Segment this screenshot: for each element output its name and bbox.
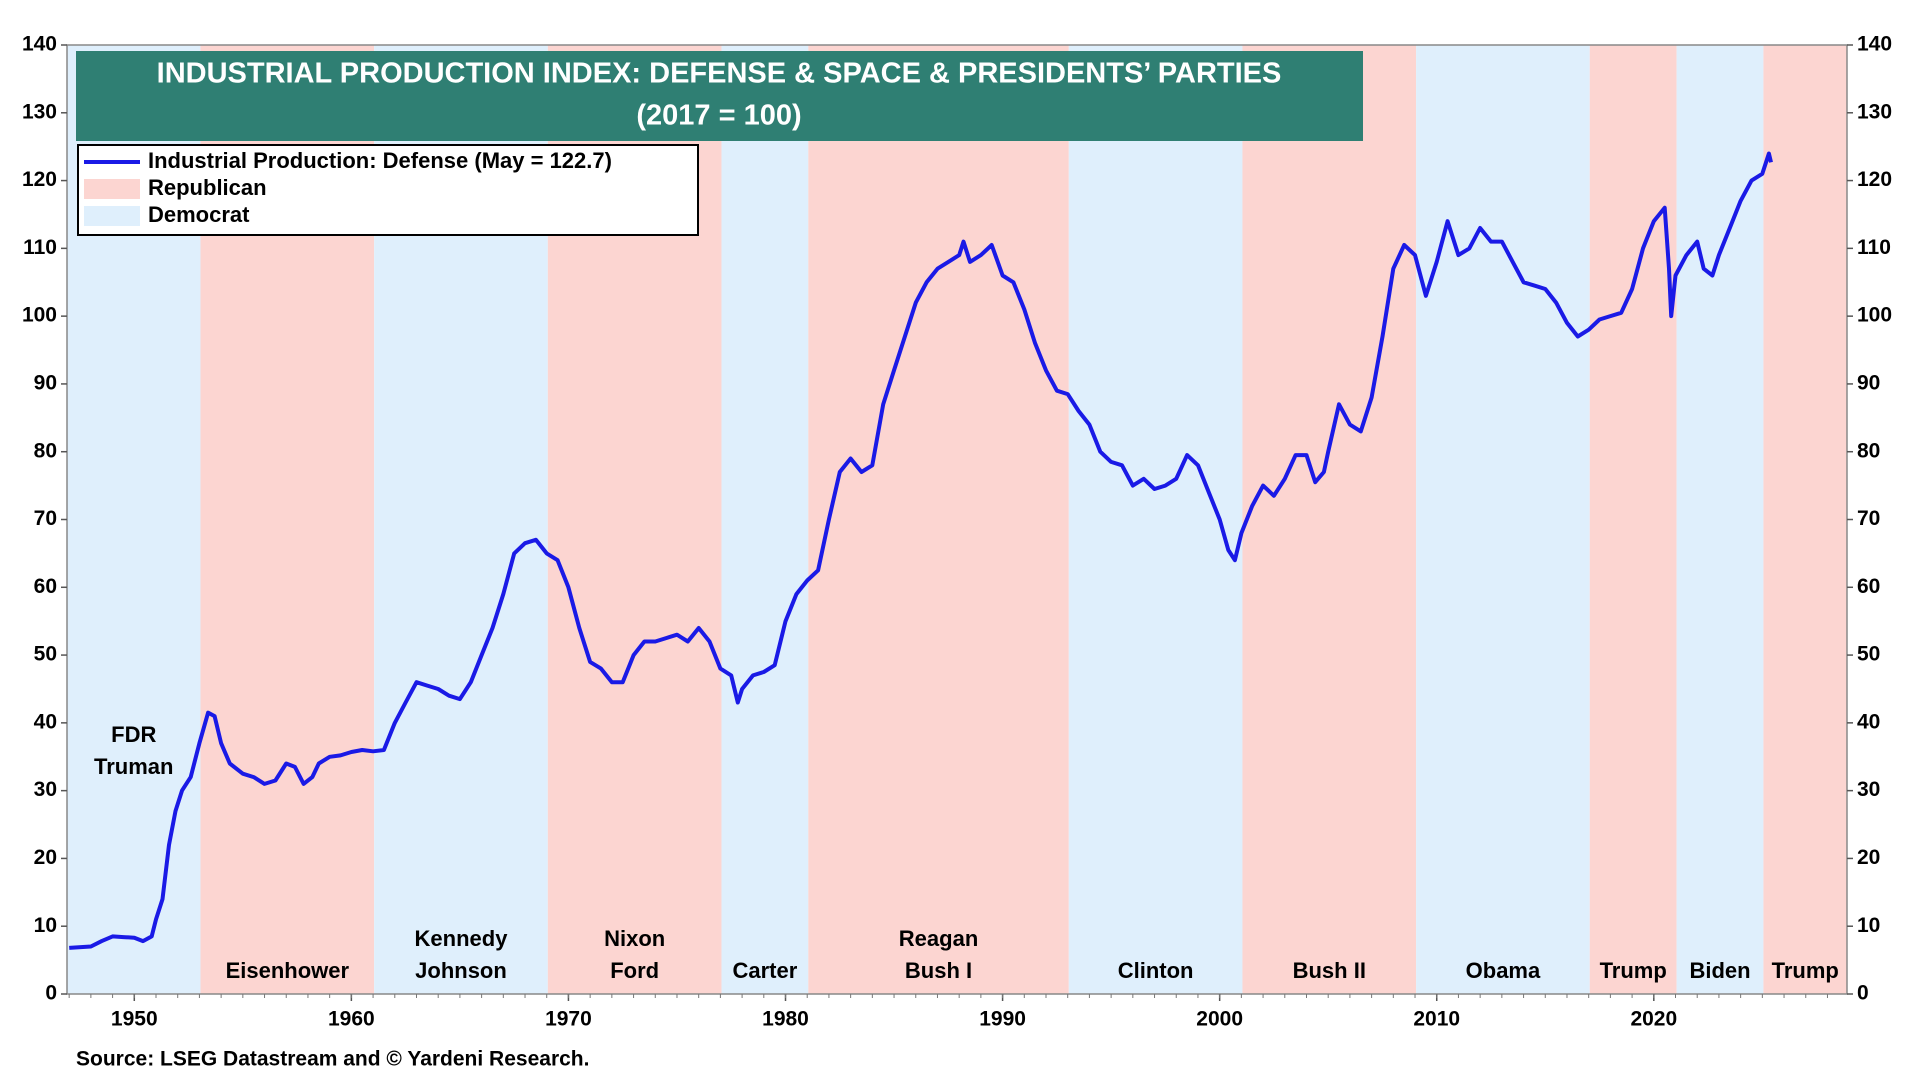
y-tick-label: 60	[34, 575, 57, 598]
y2-tick-label: 130	[1857, 100, 1892, 123]
y-tick-label: 40	[34, 710, 57, 733]
chart-title: (2017 = 100)	[636, 100, 801, 132]
series-line	[69, 151, 1773, 950]
y-tick-label: 20	[34, 846, 57, 869]
y2-tick-label: 70	[1857, 507, 1880, 530]
x-tick-label: 1970	[545, 1008, 592, 1031]
title-box	[76, 51, 1363, 141]
plot-lines	[69, 151, 1773, 950]
y-tick-label: 30	[34, 778, 57, 801]
president-label: Johnson	[415, 958, 507, 983]
y-tick-label: 140	[22, 33, 57, 56]
president-label: Reagan	[899, 926, 978, 951]
x-tick-label: 2020	[1630, 1008, 1677, 1031]
y2-tick-label: 0	[1857, 982, 1869, 1005]
party-band	[721, 45, 809, 994]
president-label: Bush II	[1293, 958, 1366, 983]
y2-tick-label: 40	[1857, 710, 1880, 733]
x-tick-label: 1990	[979, 1008, 1026, 1031]
president-label: Clinton	[1118, 958, 1194, 983]
y2-tick-label: 50	[1857, 643, 1880, 666]
source-note: Source: LSEG Datastream and © Yardeni Re…	[76, 1048, 589, 1071]
axes: 0 10 20 30 40 50 60 70 80 90 100 110 120 130 140 0 10 20 3…	[22, 33, 1892, 1031]
party-band	[1068, 45, 1243, 994]
president-label: Carter	[732, 958, 797, 983]
y-tick-label: 10	[34, 914, 57, 937]
president-label: Bush I	[905, 958, 972, 983]
legend-box	[77, 144, 699, 236]
x-tick-label: 2010	[1413, 1008, 1460, 1031]
y-tick-label: 0	[45, 982, 57, 1005]
y2-tick-label: 100	[1857, 304, 1892, 327]
president-label: FDR	[111, 722, 156, 747]
y2-tick-label: 30	[1857, 778, 1880, 801]
y2-tick-label: 140	[1857, 33, 1892, 56]
president-label: Trump	[1772, 958, 1839, 983]
y2-tick-label: 10	[1857, 914, 1880, 937]
y2-tick-label: 110	[1857, 236, 1891, 259]
y2-tick-label: 20	[1857, 846, 1880, 869]
president-label: Ford	[610, 958, 659, 983]
president-label: Truman	[94, 754, 173, 779]
y-tick-label: 70	[34, 507, 57, 530]
x-tick-label: 1980	[762, 1008, 809, 1031]
y-tick-label: 130	[22, 100, 57, 123]
legend-label: Republican	[148, 175, 267, 200]
x-tick-label: 1960	[328, 1008, 375, 1031]
y-tick-label: 110	[23, 236, 57, 259]
y2-tick-label: 120	[1857, 168, 1892, 191]
president-label: Kennedy	[415, 926, 509, 951]
x-tick-label: 2000	[1196, 1008, 1243, 1031]
y2-tick-label: 80	[1857, 439, 1880, 462]
legend-label: Industrial Production: Defense (May = 12…	[148, 148, 612, 173]
party-band	[1416, 45, 1590, 994]
president-label: Eisenhower	[226, 958, 350, 983]
x-tick-label: 1950	[111, 1008, 158, 1031]
chart-title: INDUSTRIAL PRODUCTION INDEX: DEFENSE & S…	[157, 58, 1282, 90]
y2-tick-label: 60	[1857, 575, 1880, 598]
president-label: Trump	[1600, 958, 1667, 983]
y-tick-label: 90	[34, 371, 57, 394]
y-tick-label: 80	[34, 439, 57, 462]
y2-tick-label: 90	[1857, 371, 1880, 394]
y-tick-label: 120	[22, 168, 57, 191]
party-band	[808, 45, 1069, 994]
president-label: Obama	[1466, 958, 1541, 983]
legend-swatch	[84, 179, 140, 199]
president-label: Nixon	[604, 926, 665, 951]
party-band	[1589, 45, 1677, 994]
party-band	[1676, 45, 1764, 994]
president-label: Biden	[1689, 958, 1750, 983]
y-tick-label: 50	[34, 643, 57, 666]
legend-swatch	[84, 206, 140, 226]
overlays: FDR Truman Eisenhower Kennedy Johnson Nixon Fo…	[76, 51, 1839, 1071]
party-band	[1763, 45, 1847, 994]
party-band	[1242, 45, 1417, 994]
y-tick-label: 100	[22, 304, 57, 327]
legend-label: Democrat	[148, 202, 250, 227]
